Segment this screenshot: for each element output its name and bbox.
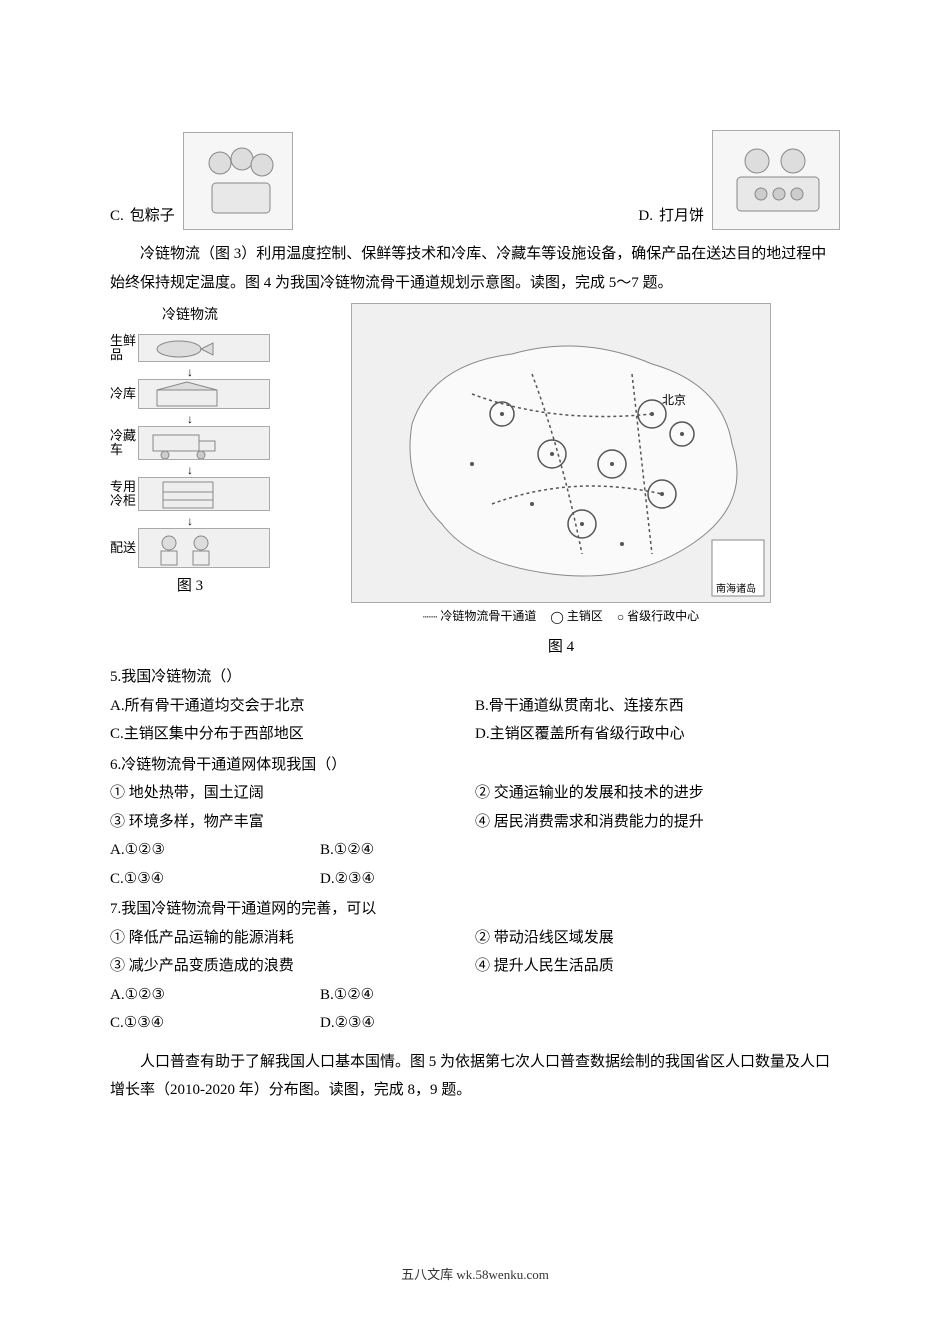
truck-icon	[138, 426, 270, 460]
q6-option-b: B.①②④	[320, 836, 500, 865]
fish-icon	[138, 334, 270, 362]
q6-stem: 6.冷链物流骨干通道网体现我国（）	[110, 751, 840, 780]
legend-circle-label: 主销区	[567, 609, 603, 623]
legend-dot-label: 省级行政中心	[627, 609, 699, 623]
option-d-text: 打月饼	[659, 202, 704, 231]
arrow-down-icon: ↓	[110, 366, 270, 378]
arrow-down-icon: ↓	[110, 413, 270, 425]
figure-4-legend: ┈┈ 冷链物流骨干通道 ◯ 主销区 ○ 省级行政中心	[282, 605, 840, 629]
cold-step-3: 冷藏车	[110, 426, 270, 460]
q5-option-c: C.主销区集中分布于西部地区	[110, 720, 475, 749]
intro-5-7: 冷链物流（图 3）利用温度控制、保鲜等技术和冷库、冷藏车等设施设备，确保产品在送…	[110, 240, 840, 297]
q6-item-3: ③ 环境多样，物产丰富	[110, 808, 475, 837]
q7-option-b: B.①②④	[320, 981, 500, 1010]
q7-item-3: ③ 减少产品变质造成的浪费	[110, 952, 475, 981]
q7-option-c: C.①③④	[110, 1009, 320, 1038]
figure-3: 冷链物流 生鲜品 ↓ 冷库 ↓ 冷藏车 ↓ 专用冷柜	[110, 303, 270, 601]
q6-option-c: C.①③④	[110, 865, 320, 894]
q6-items-row-1: ① 地处热带，国土辽阔 ② 交通运输业的发展和技术的进步	[110, 779, 840, 808]
q7-item-2: ② 带动沿线区域发展	[475, 924, 840, 953]
q6-option-a: A.①②③	[110, 836, 320, 865]
figure-4: 北京 南海诸岛 ┈┈ 冷链物流骨干通道 ◯ 主销区 ○ 省级行政中心 图 4	[282, 303, 840, 661]
page-footer: 五八文库 wk.58wenku.com	[0, 1263, 950, 1288]
q6-options-row-1: A.①②③ B.①②④	[110, 836, 840, 865]
q7-option-d: D.②③④	[320, 1009, 500, 1038]
q5-options-row-1: A.所有骨干通道均交会于北京 B.骨干通道纵贯南北、连接东西	[110, 692, 840, 721]
cold-step-4-label: 专用冷柜	[110, 480, 138, 509]
q6-option-d: D.②③④	[320, 865, 500, 894]
q7-items-row-1: ① 降低产品运输的能源消耗 ② 带动沿线区域发展	[110, 924, 840, 953]
svg-text:北京: 北京	[662, 393, 686, 407]
fridge-icon	[138, 477, 270, 511]
cold-step-1: 生鲜品	[110, 334, 270, 363]
option-c-prefix: C.	[110, 202, 124, 231]
q6-item-4: ④ 居民消费需求和消费能力的提升	[475, 808, 840, 837]
q7-stem: 7.我国冷链物流骨干通道网的完善，可以	[110, 895, 840, 924]
svg-text:南海诸岛: 南海诸岛	[716, 582, 756, 595]
q7-item-4: ④ 提升人民生活品质	[475, 952, 840, 981]
option-d-prefix: D.	[638, 202, 653, 231]
intro-8-9: 人口普查有助于了解我国人口基本国情。图 5 为依据第七次人口普查数据绘制的我国省…	[110, 1048, 840, 1105]
warehouse-icon	[138, 379, 270, 409]
cold-step-4: 专用冷柜	[110, 477, 270, 511]
q7-option-a: A.①②③	[110, 981, 320, 1010]
delivery-icon	[138, 528, 270, 568]
q7-item-1: ① 降低产品运输的能源消耗	[110, 924, 475, 953]
legend-line: ┈┈ 冷链物流骨干通道	[423, 605, 536, 629]
circle-icon: ◯	[550, 606, 563, 629]
question-7: 7.我国冷链物流骨干通道网的完善，可以 ① 降低产品运输的能源消耗 ② 带动沿线…	[110, 895, 840, 1038]
legend-dot: ○ 省级行政中心	[617, 605, 699, 629]
figure-3-title: 冷链物流	[110, 303, 270, 330]
options-c-d-row: C. 包粽子 D. 打月饼	[110, 130, 840, 230]
q5-options-row-2: C.主销区集中分布于西部地区 D.主销区覆盖所有省级行政中心	[110, 720, 840, 749]
q5-stem: 5.我国冷链物流（）	[110, 663, 840, 692]
option-d-image	[712, 130, 840, 230]
q6-item-1: ① 地处热带，国土辽阔	[110, 779, 475, 808]
option-d: D. 打月饼	[638, 130, 840, 230]
q6-options-row-2: C.①③④ D.②③④	[110, 865, 840, 894]
q7-options-row-1: A.①②③ B.①②④	[110, 981, 840, 1010]
dot-icon: ○	[617, 606, 624, 629]
dotted-line-icon: ┈┈	[423, 606, 437, 629]
cold-step-5: 配送	[110, 528, 270, 568]
q5-option-b: B.骨干通道纵贯南北、连接东西	[475, 692, 840, 721]
legend-line-label: 冷链物流骨干通道	[440, 609, 536, 623]
question-6: 6.冷链物流骨干通道网体现我国（） ① 地处热带，国土辽阔 ② 交通运输业的发展…	[110, 751, 840, 894]
q7-options-row-2: C.①③④ D.②③④	[110, 1009, 840, 1038]
option-c: C. 包粽子	[110, 132, 293, 230]
cold-step-2-label: 冷库	[110, 387, 138, 401]
arrow-down-icon: ↓	[110, 515, 270, 527]
cold-step-1-label: 生鲜品	[110, 334, 138, 363]
q5-option-a: A.所有骨干通道均交会于北京	[110, 692, 475, 721]
arrow-down-icon: ↓	[110, 464, 270, 476]
china-map-image: 北京 南海诸岛	[351, 303, 771, 603]
option-c-text: 包粽子	[130, 202, 175, 231]
q7-items-row-2: ③ 减少产品变质造成的浪费 ④ 提升人民生活品质	[110, 952, 840, 981]
figure-4-caption: 图 4	[282, 633, 840, 662]
q5-option-d: D.主销区覆盖所有省级行政中心	[475, 720, 840, 749]
question-5: 5.我国冷链物流（） A.所有骨干通道均交会于北京 B.骨干通道纵贯南北、连接东…	[110, 663, 840, 749]
cold-step-3-label: 冷藏车	[110, 429, 138, 458]
q6-items-row-2: ③ 环境多样，物产丰富 ④ 居民消费需求和消费能力的提升	[110, 808, 840, 837]
figure-block: 冷链物流 生鲜品 ↓ 冷库 ↓ 冷藏车 ↓ 专用冷柜	[110, 303, 840, 661]
option-c-image	[183, 132, 293, 230]
q6-item-2: ② 交通运输业的发展和技术的进步	[475, 779, 840, 808]
legend-circle: ◯ 主销区	[550, 605, 602, 629]
cold-step-2: 冷库	[110, 379, 270, 409]
figure-3-caption: 图 3	[110, 572, 270, 601]
cold-step-5-label: 配送	[110, 541, 138, 555]
